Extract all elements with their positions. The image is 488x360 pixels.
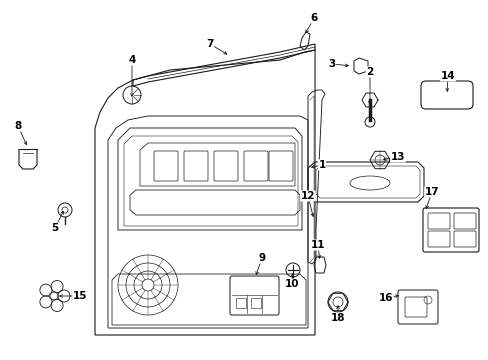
Text: 14: 14 [440, 71, 454, 81]
Bar [250, 298, 261, 308]
Text: 16: 16 [378, 293, 392, 303]
Text: 17: 17 [424, 187, 438, 197]
Bar [236, 298, 245, 308]
Text: 3: 3 [328, 59, 335, 69]
Text: 8: 8 [14, 121, 21, 131]
Text: 15: 15 [73, 291, 87, 301]
Text: 1: 1 [318, 160, 325, 170]
Text: 13: 13 [390, 152, 405, 162]
Text: 6: 6 [310, 13, 317, 23]
Text: 11: 11 [310, 240, 325, 250]
Text: 4: 4 [128, 55, 135, 65]
Text: 7: 7 [206, 39, 213, 49]
Text: 9: 9 [258, 253, 265, 263]
Text: 18: 18 [330, 313, 345, 323]
Text: 2: 2 [366, 67, 373, 77]
Text: 5: 5 [51, 223, 59, 233]
Text: 10: 10 [284, 279, 299, 289]
Text: 12: 12 [300, 191, 315, 201]
